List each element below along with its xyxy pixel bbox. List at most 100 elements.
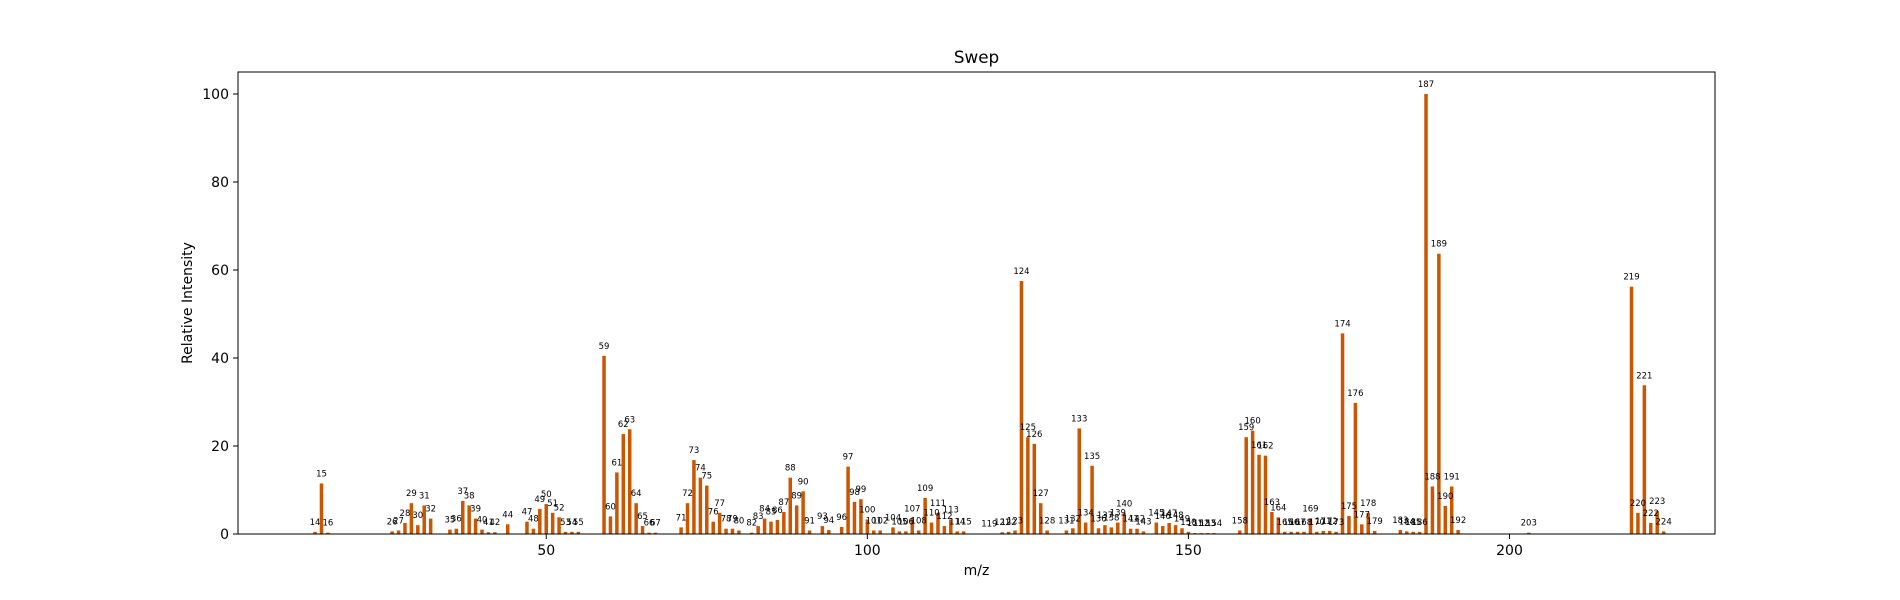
bar-mz-29	[409, 503, 414, 534]
peak-label-112: 112	[936, 512, 952, 522]
bar-mz-38	[467, 505, 471, 534]
bar-mz-100	[865, 519, 870, 534]
bar-mz-158	[1238, 530, 1242, 534]
bar-mz-72	[685, 503, 690, 534]
bar-mz-37	[461, 501, 465, 534]
bar-mz-53	[563, 531, 568, 534]
peak-label-171: 171	[1315, 517, 1331, 527]
bar-mz-183	[1398, 530, 1403, 534]
bar-mz-110	[929, 522, 934, 534]
bar-mz-122	[1006, 531, 1011, 534]
bar-mz-93	[820, 526, 825, 534]
bar-mz-137	[1103, 525, 1107, 534]
bar-mz-171	[1321, 530, 1326, 534]
bar-mz-75	[705, 485, 709, 534]
bar-mz-104	[891, 527, 895, 534]
peak-label-162: 162	[1257, 442, 1273, 452]
bar-mz-49	[538, 508, 542, 534]
peak-label-53: 53	[560, 518, 571, 528]
peak-label-61: 61	[611, 458, 622, 468]
bar-mz-188	[1430, 486, 1435, 534]
bar-mz-65	[640, 526, 645, 534]
bar-mz-142	[1135, 528, 1139, 534]
bar-mz-167	[1295, 531, 1300, 534]
bar-mz-36	[454, 528, 459, 534]
peak-label-82: 82	[746, 519, 757, 529]
peak-label-83: 83	[753, 512, 764, 522]
peak-label-15: 15	[316, 469, 327, 479]
bar-mz-168	[1302, 531, 1306, 534]
bar-mz-178	[1366, 512, 1370, 534]
peak-label-185: 185	[1405, 518, 1421, 528]
bar-mz-39	[473, 518, 478, 534]
bar-mz-63	[627, 429, 632, 534]
bar-mz-191	[1449, 486, 1454, 534]
peak-label-150: 150	[1180, 518, 1196, 528]
peak-label-177: 177	[1354, 510, 1370, 520]
peak-label-29: 29	[406, 489, 417, 499]
peak-label-152: 152	[1193, 519, 1209, 529]
bar-mz-89	[794, 505, 799, 534]
peak-label-164: 164	[1270, 503, 1286, 513]
peak-label-145: 145	[1148, 509, 1164, 519]
peak-label-65: 65	[637, 512, 648, 522]
peak-label-51: 51	[547, 499, 558, 509]
bar-mz-28	[403, 523, 407, 534]
bar-mz-98	[852, 501, 857, 534]
peak-label-219: 219	[1623, 273, 1639, 283]
peak-label-26: 26	[387, 517, 398, 527]
peak-label-170: 170	[1309, 518, 1325, 528]
bar-mz-138	[1109, 527, 1114, 534]
peak-label-192: 192	[1450, 516, 1466, 526]
peak-label-111: 111	[930, 499, 946, 509]
bar-mz-166	[1289, 531, 1293, 534]
bar-mz-136	[1096, 528, 1101, 534]
bar-mz-115	[961, 531, 966, 534]
peak-label-141: 141	[1123, 515, 1139, 525]
bar-mz-42	[493, 532, 497, 534]
peak-label-223: 223	[1649, 497, 1665, 507]
bar-mz-32	[428, 518, 433, 534]
peak-label-30: 30	[412, 511, 423, 521]
bar-mz-48	[531, 528, 536, 534]
peak-label-41: 41	[483, 518, 494, 528]
peak-label-54: 54	[567, 518, 578, 528]
bar-mz-172	[1327, 530, 1332, 534]
bar-mz-83	[756, 526, 760, 534]
peak-label-104: 104	[885, 513, 901, 523]
peak-label-133: 133	[1071, 414, 1087, 424]
bar-mz-220	[1636, 512, 1640, 534]
bar-mz-113	[949, 519, 953, 534]
bar-mz-52	[557, 517, 561, 534]
peak-label-64: 64	[631, 489, 642, 499]
bar-mz-55	[576, 531, 581, 534]
peak-label-16: 16	[322, 519, 333, 529]
peak-label-85: 85	[766, 508, 777, 518]
bar-mz-192	[1456, 530, 1460, 534]
peak-label-102: 102	[872, 516, 888, 526]
bar-mz-47	[525, 521, 529, 534]
peak-label-125: 125	[1020, 423, 1036, 433]
peak-label-91: 91	[804, 516, 815, 526]
peak-label-32: 32	[425, 505, 436, 515]
x-tick-label: 200	[1496, 543, 1523, 559]
peak-label-146: 146	[1155, 512, 1171, 522]
bar-mz-51	[550, 512, 555, 534]
peak-label-143: 143	[1135, 517, 1151, 527]
peak-label-88: 88	[785, 464, 796, 474]
peak-label-127: 127	[1033, 489, 1049, 499]
peak-label-90: 90	[798, 477, 809, 487]
bar-mz-132	[1071, 528, 1075, 534]
bar-mz-78	[724, 528, 728, 534]
peak-label-39: 39	[470, 505, 481, 515]
bar-mz-16	[326, 532, 330, 534]
bar-mz-145	[1154, 522, 1159, 534]
peak-label-189: 189	[1431, 240, 1447, 250]
peak-label-72: 72	[682, 489, 693, 499]
peak-label-42: 42	[489, 518, 500, 528]
y-tick-label: 60	[211, 263, 229, 279]
x-tick-label: 150	[1175, 543, 1202, 559]
bar-mz-77	[717, 512, 722, 534]
